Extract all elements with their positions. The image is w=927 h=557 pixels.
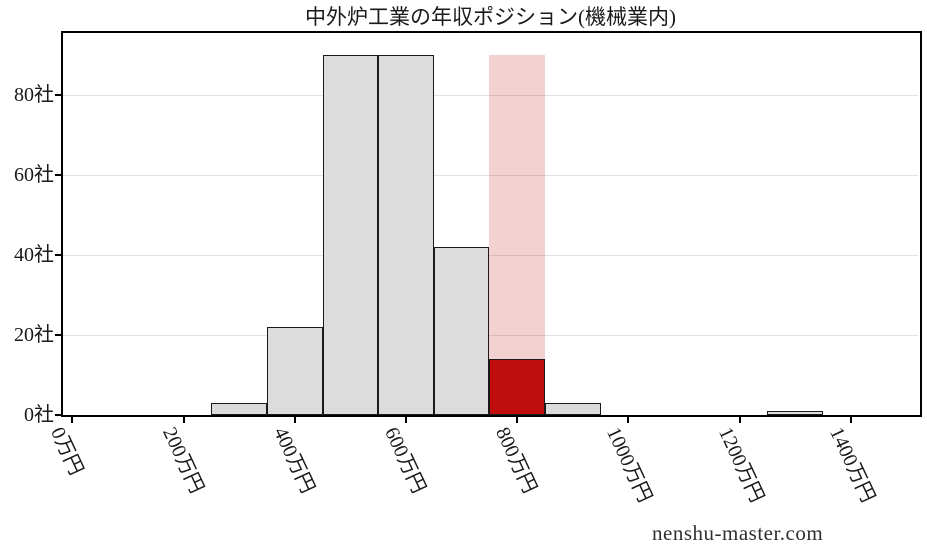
x-tick-label: 1400万円 (824, 424, 879, 506)
histogram-bar (322, 55, 379, 415)
histogram-bar (433, 247, 490, 415)
y-tick-mark (55, 94, 61, 96)
x-tick-mark (405, 417, 407, 423)
x-tick-mark (71, 417, 74, 423)
y-tick-label: 40社 (14, 244, 54, 266)
x-tick-mark (293, 417, 296, 423)
y-gridline (63, 175, 918, 177)
chart-title: 中外炉工業の年収ポジション(機械業内) (305, 5, 676, 29)
histogram-bar (211, 403, 267, 415)
y-tick-label: 60社 (14, 164, 54, 186)
y-gridline (63, 255, 918, 257)
x-tick-label: 600万円 (380, 424, 430, 497)
x-tick-mark (849, 417, 852, 423)
x-tick-mark (516, 417, 519, 423)
highlight-bar (489, 359, 545, 415)
x-tick-label: 1000万円 (602, 424, 657, 506)
x-tick-label: 1200万円 (713, 424, 768, 506)
y-tick-label: 80社 (14, 84, 54, 106)
highlight-band (489, 55, 545, 415)
x-tick-label: 400万円 (268, 424, 319, 497)
x-tick-label: 200万円 (157, 424, 208, 497)
x-tick-mark (627, 417, 630, 423)
y-tick-label: 0社 (24, 404, 54, 426)
watermark: nenshu-master.com (652, 521, 824, 545)
y-tick-label: 20社 (14, 324, 54, 346)
x-tick-mark (738, 417, 741, 423)
y-gridline (63, 95, 918, 97)
y-gridline (63, 335, 918, 337)
histogram-bar (767, 411, 823, 415)
x-tick-label: 0万円 (46, 424, 88, 479)
histogram-bar (544, 403, 601, 415)
y-tick-mark (55, 174, 61, 176)
x-tick-mark (182, 417, 185, 423)
y-tick-mark (55, 254, 61, 256)
y-tick-mark (55, 414, 61, 416)
histogram-bar (267, 327, 323, 415)
x-tick-label: 800万円 (491, 424, 541, 497)
histogram-bar (378, 55, 434, 415)
y-tick-mark (55, 334, 61, 336)
